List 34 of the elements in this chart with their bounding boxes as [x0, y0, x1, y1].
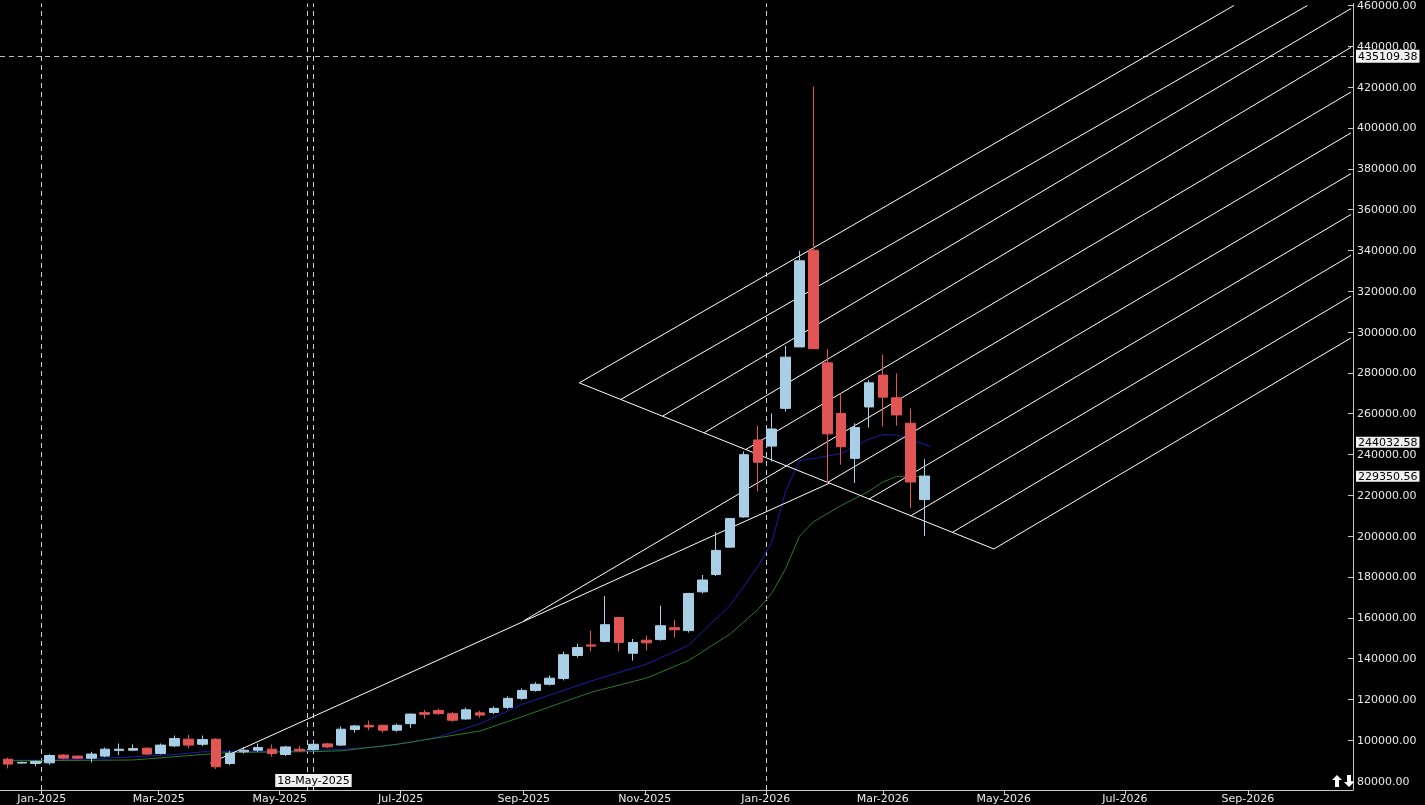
x-tick-label: Sep-2026	[1221, 792, 1275, 805]
x-tick-label: Jul-2026	[1101, 792, 1148, 805]
y-tick-label: 320000.00	[1357, 284, 1417, 298]
text: 244032.58	[1358, 435, 1418, 449]
x-tick-label: Jan-2025	[16, 792, 67, 805]
x-tick-label: Mar-2026	[856, 792, 909, 805]
y-tick-label: 340000.00	[1357, 243, 1417, 257]
y-tick-label: 460000.00	[1357, 0, 1417, 12]
y-tick-label: 80000.00	[1357, 774, 1410, 788]
y-tick-label: 280000.00	[1357, 366, 1417, 380]
x-tick-label: Nov-2025	[618, 792, 672, 805]
y-tick-label: 240000.00	[1357, 447, 1417, 461]
y-tick-label: 400000.00	[1357, 121, 1417, 135]
x-tick-label: Mar-2025	[132, 792, 185, 805]
x-tick-label: May-2025	[252, 792, 307, 805]
y-tick-label: 300000.00	[1357, 325, 1417, 339]
y-tick-label: 420000.00	[1357, 80, 1417, 94]
y-tick-label: 160000.00	[1357, 611, 1417, 625]
y-tick-label: 220000.00	[1357, 488, 1417, 502]
y-tick-label: 380000.00	[1357, 162, 1417, 176]
y-tick-label: 200000.00	[1357, 529, 1417, 543]
text: 229350.56	[1358, 469, 1418, 483]
y-tick-label: 260000.00	[1357, 407, 1417, 421]
y-tick-label: 100000.00	[1357, 733, 1417, 747]
ref-line-label: 435109.38	[1358, 49, 1418, 63]
y-tick-label: 120000.00	[1357, 692, 1417, 706]
y-tick-label: 360000.00	[1357, 203, 1417, 217]
x-tick-label: Sep-2025	[497, 792, 551, 805]
x-tick-label: Jan-2026	[740, 792, 791, 805]
y-tick-label: 140000.00	[1357, 652, 1417, 666]
x-tick-label: Jul-2025	[377, 792, 424, 805]
y-tick-label: 180000.00	[1357, 570, 1417, 584]
ref-line-label: 18-May-2025	[277, 774, 350, 787]
x-tick-label: May-2026	[976, 792, 1032, 805]
